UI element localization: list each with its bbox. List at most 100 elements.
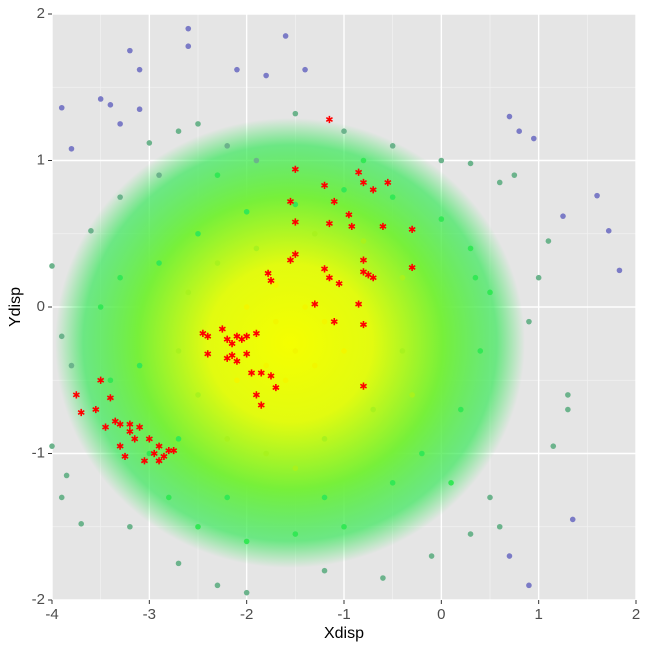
star-point — [170, 446, 178, 455]
y-tick-label: 1 — [37, 151, 45, 168]
star-point — [355, 168, 363, 176]
star-point — [243, 350, 251, 358]
point — [292, 348, 299, 354]
star-point — [257, 369, 265, 377]
point — [49, 443, 55, 449]
point — [360, 157, 367, 164]
star-point — [321, 265, 329, 273]
point — [243, 589, 250, 596]
x-tick-label: -4 — [45, 606, 58, 623]
point — [321, 436, 328, 442]
point — [292, 201, 299, 208]
point — [136, 106, 143, 113]
point — [560, 213, 566, 219]
star-point — [321, 181, 329, 190]
point — [156, 172, 162, 178]
point — [175, 348, 182, 354]
star-point — [264, 269, 272, 277]
star-point — [325, 115, 333, 124]
star-point — [140, 457, 148, 465]
star-point — [126, 427, 134, 436]
point — [214, 172, 221, 178]
star-point — [116, 442, 124, 450]
point — [535, 274, 542, 281]
star-point — [291, 218, 299, 226]
y-tick-label: 2 — [37, 5, 45, 22]
point — [399, 348, 406, 354]
point — [341, 523, 347, 530]
star-point — [291, 250, 299, 258]
star-point — [228, 340, 236, 348]
star-point — [359, 256, 367, 264]
star-point — [348, 222, 356, 231]
point — [68, 362, 75, 369]
point — [146, 450, 153, 457]
point — [185, 25, 192, 32]
point — [292, 531, 299, 537]
point — [78, 521, 84, 527]
point — [68, 145, 75, 152]
star-point — [257, 401, 265, 409]
star-point — [92, 405, 100, 414]
point — [282, 377, 289, 384]
point — [370, 406, 377, 413]
point — [166, 494, 172, 501]
point — [467, 245, 474, 252]
point — [253, 245, 260, 252]
point — [195, 121, 201, 127]
point — [175, 128, 182, 134]
star-point — [145, 435, 153, 443]
point — [58, 333, 65, 340]
point — [117, 274, 123, 281]
point — [565, 392, 571, 398]
point — [341, 128, 347, 134]
point — [321, 318, 328, 325]
point — [224, 494, 230, 501]
point — [58, 494, 65, 501]
point — [224, 143, 230, 149]
star-point — [384, 178, 392, 187]
star-point — [408, 263, 416, 272]
point — [569, 516, 576, 523]
star-point — [379, 222, 387, 231]
star-point — [102, 423, 110, 431]
point — [146, 140, 153, 146]
point — [506, 113, 513, 120]
point — [63, 472, 70, 479]
x-tick-label: -3 — [143, 606, 156, 623]
y-tick-label: -2 — [32, 591, 45, 608]
point — [477, 348, 484, 354]
star-point — [345, 211, 353, 219]
star-point — [359, 382, 367, 390]
star-point — [218, 325, 226, 333]
star-point — [116, 420, 124, 428]
point — [321, 567, 328, 574]
star-point — [106, 394, 114, 402]
x-tick-label: -1 — [337, 606, 350, 623]
point — [273, 282, 279, 288]
point — [496, 179, 503, 186]
point — [292, 465, 299, 471]
star-point — [77, 408, 85, 417]
x-tick-label: 0 — [437, 606, 445, 623]
point — [321, 494, 328, 501]
star-point — [330, 197, 338, 206]
point — [282, 33, 289, 39]
star-point — [408, 225, 416, 233]
point — [107, 102, 114, 108]
star-point — [369, 274, 377, 282]
x-tick-label: 1 — [534, 606, 542, 623]
point — [224, 436, 230, 442]
point — [243, 304, 250, 310]
point — [458, 406, 464, 413]
point — [263, 450, 269, 457]
point — [506, 553, 513, 559]
point — [428, 553, 435, 559]
star-point — [126, 420, 134, 428]
point — [341, 187, 347, 193]
star-point — [335, 279, 343, 288]
point — [243, 538, 250, 545]
point — [273, 318, 279, 325]
point — [263, 362, 269, 369]
